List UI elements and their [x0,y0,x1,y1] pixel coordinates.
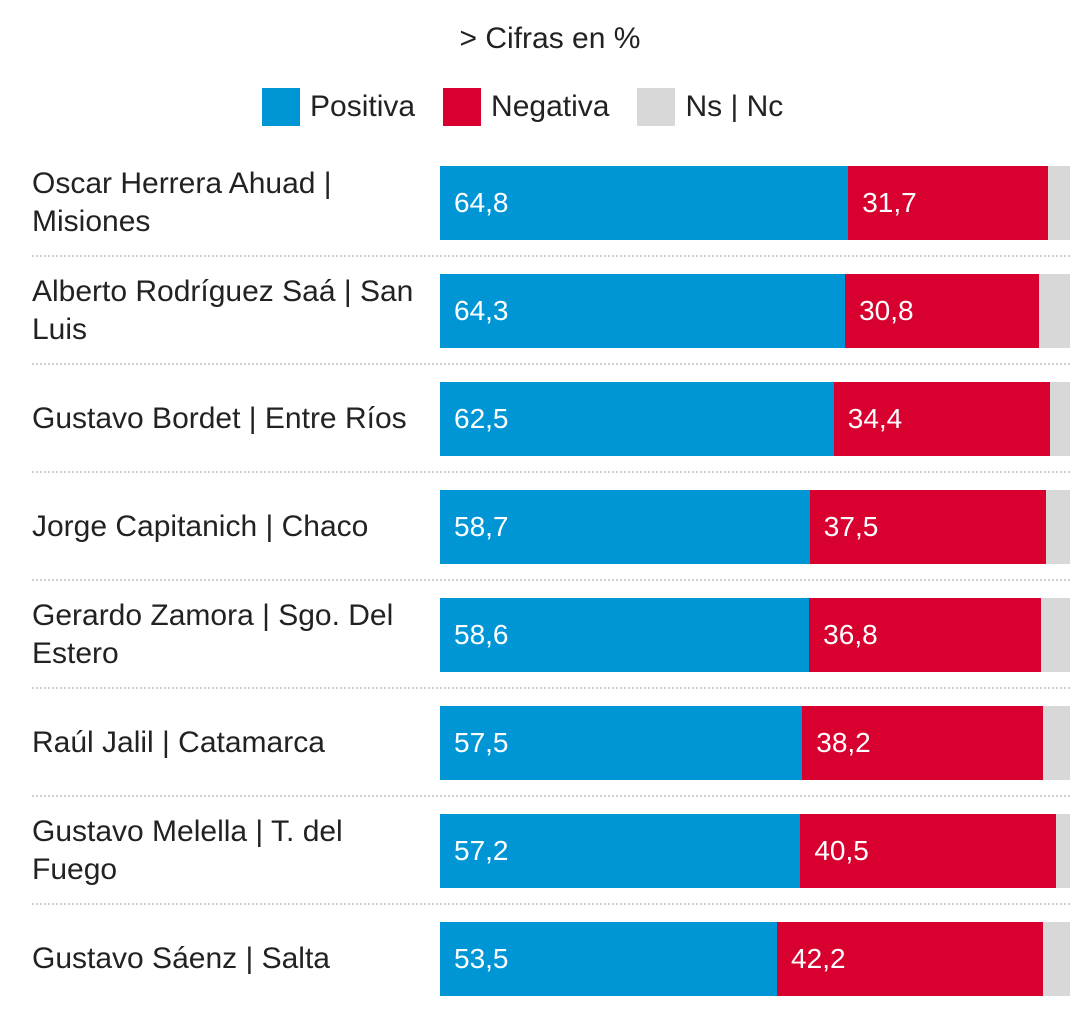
legend-label-positiva: Positiva [310,90,416,123]
category-label: Gerardo Zamora | Sgo. Del Estero [32,599,394,670]
bar-segment-positiva: 53,5 [440,922,778,996]
category-label: Jorge Capitanich | Chaco [32,510,369,543]
data-label-negativa: 36,8 [823,619,878,650]
row-divider [32,363,1070,365]
legend-item-nsnc: Ns | Nc [637,88,783,126]
bar-row: Oscar Herrera Ahuad | Misiones 64,8 31,7 [0,150,1080,256]
category-label: Alberto Rodríguez Saá | San Luis [32,275,414,346]
bar-segment-positiva: 58,7 [440,490,810,564]
legend-label-nsnc: Ns | Nc [685,90,784,123]
data-label-positiva: 58,7 [454,511,509,542]
legend-swatch-negativa [443,88,482,126]
bar-segment-positiva: 57,5 [440,706,803,780]
bar-segment-negativa: 37,5 [809,490,1047,564]
bar-row: Raúl Jalil | Catamarca 57,5 38,2 [0,690,1080,796]
data-label-negativa: 30,8 [859,295,914,326]
data-label-negativa: 38,2 [816,727,871,758]
bar-segment-negativa: 34,4 [833,382,1051,456]
legend-item-positiva: Positiva [262,88,415,126]
bar-segment-negativa: 42,2 [777,922,1043,996]
data-label-positiva: 57,2 [454,835,509,866]
legend-label-negativa: Negativa [491,90,610,123]
data-label-positiva: 57,5 [454,727,509,758]
legend: Positiva Negativa Ns | Nc [262,86,811,128]
row-divider [32,471,1070,473]
row-divider [32,903,1070,905]
legend-swatch-positiva [262,88,300,126]
category-label: Gustavo Melella | T. del Fuego [32,815,343,886]
bar-segment-negativa: 31,7 [848,166,1048,240]
bar-segment-positiva: 58,6 [440,598,810,672]
bar-row: Gustavo Sáenz | Salta 53,5 42,2 [0,906,1080,1012]
row-divider [32,579,1070,581]
data-label-negativa: 34,4 [847,403,903,434]
bar-row: Gustavo Bordet | Entre Ríos 62,5 34,4 [0,366,1080,472]
bar-track: 58,7 37,5 [440,490,1070,564]
bar-segment-nsnc [1046,490,1070,564]
bar-track: 57,2 40,5 [440,814,1070,888]
bar-segment-nsnc [1047,166,1070,240]
bar-row: Alberto Rodríguez Saá | San Luis 64,3 30,8 [0,258,1080,364]
bar-track: 58,6 36,8 [440,598,1070,672]
bar-row: Jorge Capitanich | Chaco 58,7 37,5 [0,474,1080,580]
bar-segment-negativa: 38,2 [802,706,1043,780]
data-label-positiva: 64,3 [454,295,509,326]
data-label-positiva: 64,8 [454,187,509,218]
bar-segment-nsnc [1041,598,1070,672]
bar-segment-negativa: 40,5 [800,814,1056,888]
bar-track: 53,5 42,2 [440,922,1070,996]
bar-row: Gustavo Melella | T. del Fuego 57,2 40,5 [0,798,1080,904]
bar-segment-nsnc [1042,922,1070,996]
data-label-positiva: 53,5 [454,943,509,974]
chart-subtitle: > Cifras en % [459,22,641,55]
category-label: Gustavo Sáenz | Salta [32,942,330,975]
data-label-positiva: 58,6 [454,619,509,650]
bar-segment-nsnc [1055,814,1070,888]
bar-segment-positiva: 62,5 [440,382,834,456]
row-divider [32,687,1070,689]
bar-segment-nsnc [1050,382,1070,456]
category-label: Gustavo Bordet | Entre Ríos [32,402,407,435]
row-divider [32,795,1070,797]
data-label-negativa: 42,2 [791,943,846,974]
bar-track: 62,5 34,4 [440,382,1070,456]
row-divider [32,255,1070,257]
bar-segment-negativa: 30,8 [845,274,1040,348]
bar-track: 57,5 38,2 [440,706,1070,780]
legend-swatch-nsnc [637,88,676,126]
bar-segment-positiva: 64,8 [440,166,849,240]
bar-segment-positiva: 64,3 [440,274,846,348]
bar-segment-nsnc [1042,706,1070,780]
data-label-negativa: 37,5 [823,511,879,542]
data-label-negativa: 31,7 [862,187,917,218]
bar-track: 64,3 30,8 [440,274,1070,348]
category-label: Oscar Herrera Ahuad | Misiones [32,167,332,238]
bar-track: 64,8 31,7 [440,166,1070,240]
data-label-positiva: 62,5 [454,403,509,434]
bar-segment-positiva: 57,2 [440,814,801,888]
bar-row: Gerardo Zamora | Sgo. Del Estero 58,6 36,8 [0,582,1080,688]
legend-item-negativa: Negativa [443,88,609,126]
bar-segment-nsnc [1039,274,1070,348]
bar-segment-negativa: 36,8 [809,598,1041,672]
data-label-negativa: 40,5 [814,835,869,866]
category-label: Raúl Jalil | Catamarca [32,726,325,759]
